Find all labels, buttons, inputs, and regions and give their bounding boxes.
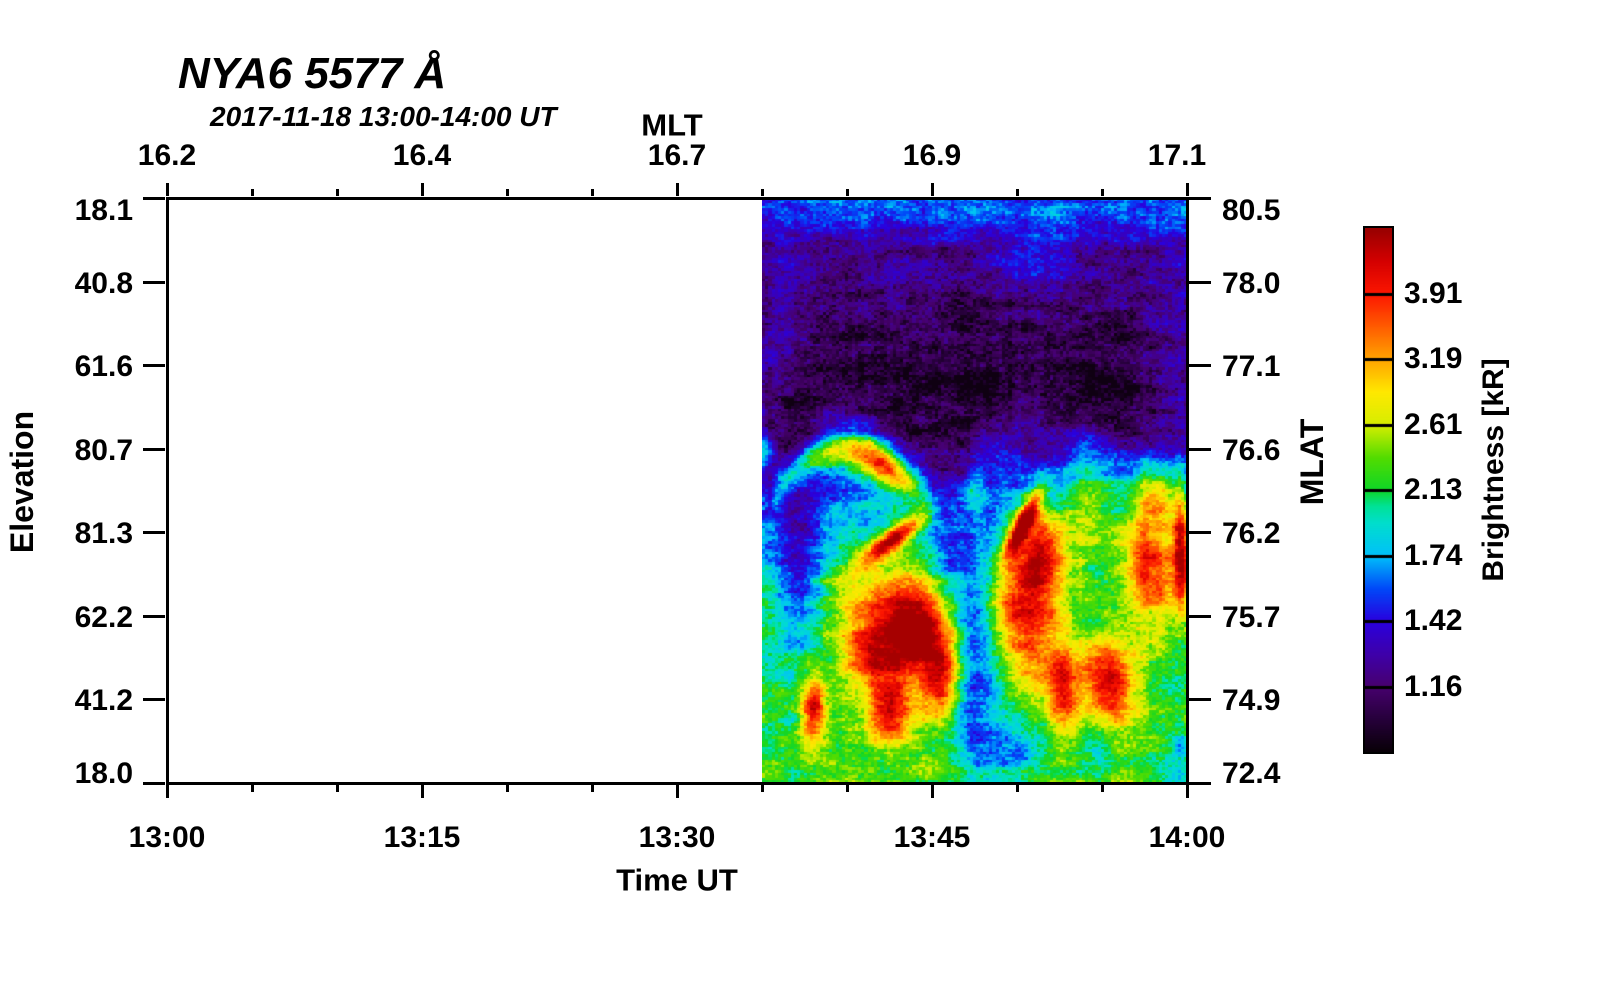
x-axis-major-tick-top <box>931 183 934 196</box>
mlat-tick-label: 76.2 <box>1222 517 1281 551</box>
mlat-tick-label: 75.7 <box>1222 600 1281 634</box>
colorbar-gradient <box>1363 226 1394 754</box>
y-axis-major-tick-left <box>143 698 165 701</box>
mlt-tick-label: 16.4 <box>392 139 452 172</box>
x-axis-minor-tick-top <box>1101 189 1104 196</box>
x-axis-major-tick-top <box>676 183 679 196</box>
elevation-tick-label: 81.3 <box>74 517 133 551</box>
time-tick-label: 13:45 <box>893 821 971 854</box>
x-axis-minor-tick-bottom <box>761 785 764 792</box>
colorbar-axis-title: Brightness [kR] <box>1477 358 1510 582</box>
x-axis-major-tick-bottom <box>1186 785 1189 798</box>
x-axis-minor-tick-bottom <box>846 785 849 792</box>
x-axis-minor-tick-top <box>251 189 254 196</box>
y-axis-major-tick-left <box>143 615 165 618</box>
keogram-heatmap <box>762 198 1187 783</box>
mlat-tick-label: 80.5 <box>1222 194 1281 227</box>
mlat-tick-label: 74.9 <box>1222 684 1281 718</box>
y-axis-major-tick-left <box>143 448 165 451</box>
colorbar-tick-label: 2.13 <box>1404 473 1463 506</box>
y-axis-major-tick-right <box>1189 782 1211 785</box>
x-axis-minor-tick-bottom <box>336 785 339 792</box>
mlat-tick-label: 76.6 <box>1222 433 1281 467</box>
colorbar-tick-label: 1.16 <box>1404 669 1463 703</box>
x-axis-minor-tick-top <box>506 189 509 196</box>
x-axis-minor-tick-top <box>336 189 339 196</box>
mlt-tick-label: 16.2 <box>137 139 197 172</box>
y-axis-major-tick-left <box>143 782 165 785</box>
mlt-axis-title: MLT <box>641 107 703 143</box>
colorbar-tick-label: 1.74 <box>1404 538 1463 572</box>
x-axis-minor-tick-bottom <box>251 785 254 792</box>
mlt-tick-label: 16.7 <box>647 139 707 172</box>
y-axis-major-tick-right <box>1189 531 1211 534</box>
y-axis-major-tick-right <box>1189 197 1211 200</box>
time-tick-label: 13:00 <box>128 821 206 854</box>
plot-subtitle: 2017-11-18 13:00-14:00 UT <box>210 101 557 132</box>
elevation-tick-label: 80.7 <box>74 433 133 467</box>
elevation-tick-label: 62.2 <box>74 600 133 634</box>
elevation-tick-label: 18.1 <box>74 194 133 227</box>
x-axis-minor-tick-bottom <box>591 785 594 792</box>
plot-frame-left <box>166 197 169 785</box>
x-axis-minor-tick-bottom <box>1016 785 1019 792</box>
mlat-tick-label: 72.4 <box>1222 757 1281 790</box>
y-axis-major-tick-right <box>1189 448 1211 451</box>
x-axis-minor-tick-top <box>761 189 764 196</box>
x-axis-minor-tick-top <box>846 189 849 196</box>
x-axis-major-tick-top <box>1186 183 1189 196</box>
x-axis-minor-tick-top <box>591 189 594 196</box>
colorbar-tick-label: 2.61 <box>1404 407 1463 441</box>
elevation-tick-label: 41.2 <box>74 684 133 718</box>
colorbar-tick-label: 3.19 <box>1404 342 1463 375</box>
colorbar-tick-label: 1.42 <box>1404 604 1463 637</box>
x-axis-major-tick-bottom <box>166 785 169 798</box>
mlt-tick-label: 16.9 <box>902 139 962 172</box>
mlat-axis-title: MLAT <box>1294 418 1330 506</box>
elevation-tick-label: 40.8 <box>74 266 133 300</box>
x-axis-major-tick-bottom <box>931 785 934 798</box>
elevation-tick-label: 61.6 <box>74 350 133 384</box>
mlt-tick-label: 17.1 <box>1147 139 1207 172</box>
y-axis-major-tick-right <box>1189 281 1211 284</box>
y-axis-major-tick-right <box>1189 615 1211 618</box>
x-axis-major-tick-bottom <box>676 785 679 798</box>
plot-frame-right <box>1186 197 1189 785</box>
time-tick-label: 13:30 <box>638 821 716 854</box>
time-tick-label: 13:15 <box>383 821 461 854</box>
y-axis-major-tick-left <box>143 531 165 534</box>
y-axis-major-tick-left <box>143 197 165 200</box>
y-axis-major-tick-right <box>1189 364 1211 367</box>
y-axis-major-tick-left <box>143 281 165 284</box>
colorbar-tick-label: 3.91 <box>1404 276 1463 310</box>
x-axis-major-tick-top <box>421 183 424 196</box>
time-axis-title: Time UT <box>616 862 738 898</box>
y-axis-major-tick-right <box>1189 698 1211 701</box>
x-axis-minor-tick-top <box>1016 189 1019 196</box>
plot-frame-top <box>166 197 1189 200</box>
x-axis-minor-tick-bottom <box>1101 785 1104 792</box>
plot-title: NYA6 5577 Å <box>178 49 447 98</box>
x-axis-minor-tick-bottom <box>506 785 509 792</box>
x-axis-major-tick-top <box>166 183 169 196</box>
x-axis-major-tick-bottom <box>421 785 424 798</box>
y-axis-major-tick-left <box>143 364 165 367</box>
mlat-tick-label: 77.1 <box>1222 350 1281 384</box>
time-tick-label: 14:00 <box>1148 821 1226 854</box>
plot-frame-bottom <box>166 782 1189 785</box>
mlat-tick-label: 78.0 <box>1222 266 1281 300</box>
elevation-tick-label: 18.0 <box>74 757 133 790</box>
